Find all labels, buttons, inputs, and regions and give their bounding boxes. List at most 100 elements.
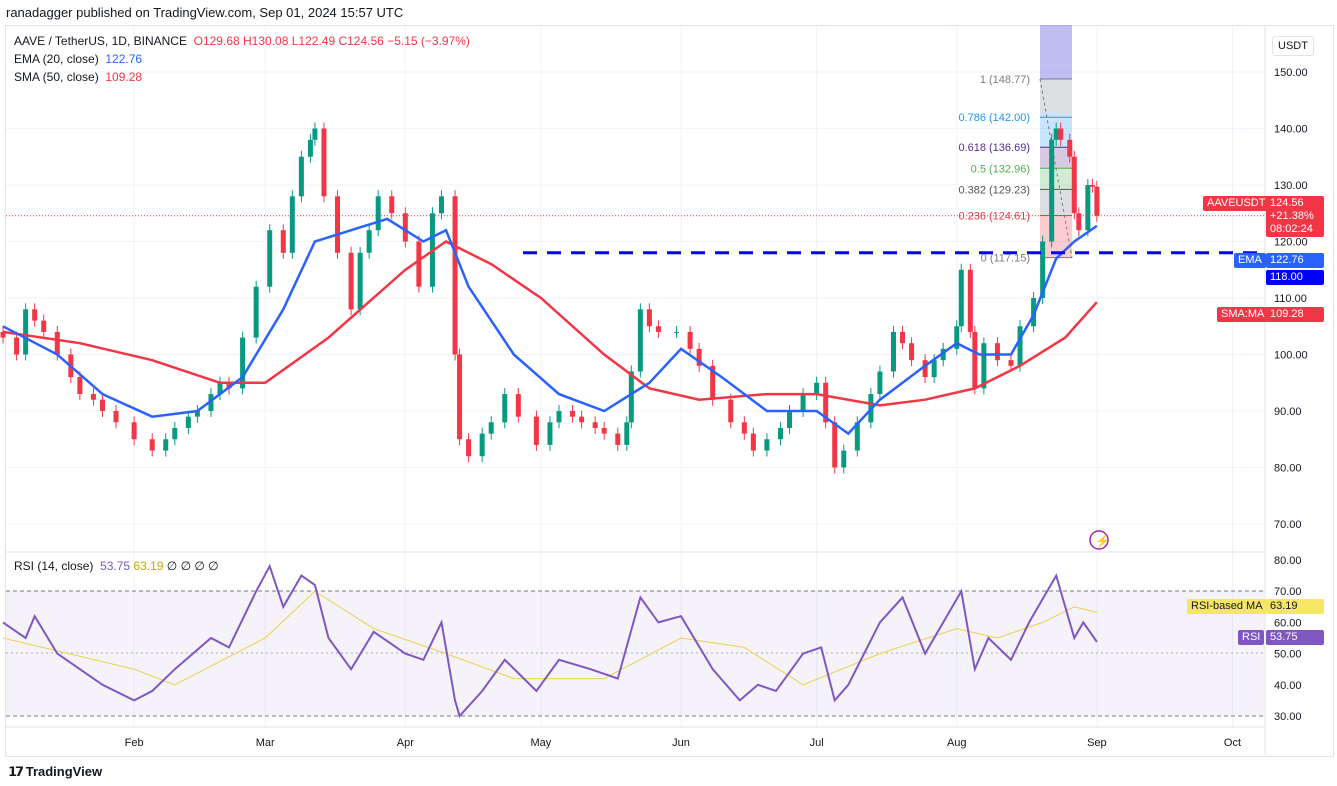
price-tick: 110.00 xyxy=(1274,293,1307,305)
symbol-title[interactable]: AAVE / TetherUS, 1D, BINANCE xyxy=(14,34,187,48)
candle-body xyxy=(615,433,621,445)
candle-body xyxy=(777,427,783,440)
candle-body xyxy=(289,196,295,253)
candle-body xyxy=(1053,128,1059,140)
candle-body xyxy=(357,252,363,310)
candle-body xyxy=(41,320,47,332)
candle-body xyxy=(321,128,327,197)
candle-body xyxy=(1049,139,1055,242)
candle-body xyxy=(854,422,860,451)
watermark-text: TradingView xyxy=(25,764,103,779)
candle-body xyxy=(967,269,973,332)
rsi-ma-line xyxy=(2,590,1098,686)
candle-body xyxy=(99,399,105,411)
candle-body xyxy=(687,331,693,349)
ema-tag-value: 122.76 xyxy=(1266,253,1324,268)
candle-body xyxy=(348,252,354,310)
rsi-tick: 80.00 xyxy=(1274,555,1302,567)
candle-body xyxy=(570,411,576,417)
high-value: H130.08 xyxy=(243,34,289,48)
support-tag-value: 118.00 xyxy=(1266,270,1324,285)
rsi-ma-tag: RSI-based MA xyxy=(1187,599,1267,614)
ema-label[interactable]: EMA (20, close) xyxy=(14,52,99,66)
candle-body xyxy=(335,196,341,253)
price-tick: 80.00 xyxy=(1274,463,1302,475)
ema-tag: EMA xyxy=(1234,253,1266,268)
close-value: C124.56 xyxy=(338,34,384,48)
candle-body xyxy=(194,411,200,417)
time-tick: Jun xyxy=(672,737,690,749)
candle-body xyxy=(438,196,444,214)
candle-body xyxy=(1017,326,1023,366)
candle-body xyxy=(579,416,585,423)
candle-body xyxy=(54,331,60,355)
candle-body xyxy=(488,422,494,434)
candle-body xyxy=(646,309,652,327)
ema-value: 122.76 xyxy=(105,52,143,66)
tradingview-logo[interactable]: 𝟭𝟳 TradingView xyxy=(8,764,103,779)
candle-body xyxy=(1067,139,1073,157)
rsi-label[interactable]: RSI (14, close) xyxy=(14,559,94,573)
sma-value: 109.28 xyxy=(105,70,143,84)
candle-body xyxy=(0,331,6,338)
time-tick: May xyxy=(531,737,552,749)
candle-body xyxy=(149,439,155,451)
price-tick: 140.00 xyxy=(1274,124,1308,136)
candle-body xyxy=(787,411,793,428)
fib-level-label: 0.236 (124.61) xyxy=(958,210,1030,222)
candle-body xyxy=(814,382,820,395)
candle-body xyxy=(366,230,372,253)
candle-body xyxy=(1040,241,1046,298)
fib-retracement xyxy=(1039,25,1073,259)
fib-trend-line xyxy=(1039,78,1073,258)
rsi-extra: ∅ ∅ ∅ ∅ xyxy=(166,559,219,573)
candle-body xyxy=(624,422,630,445)
candle-body xyxy=(298,156,304,197)
candle-body xyxy=(841,450,847,468)
candle-body xyxy=(710,365,716,400)
candle-body xyxy=(32,309,38,321)
rsi-legend: RSI (14, close) 53.75 63.19 ∅ ∅ ∅ ∅ xyxy=(14,559,219,573)
candle-body xyxy=(750,433,756,451)
rsi-tag-value: 53.75 xyxy=(1266,630,1324,645)
price-tick: 130.00 xyxy=(1274,180,1308,192)
candle-body xyxy=(764,439,770,451)
candle-body xyxy=(900,331,906,344)
sma-label[interactable]: SMA (50, close) xyxy=(14,70,99,84)
events-icon xyxy=(1089,530,1109,550)
price-tick: 120.00 xyxy=(1274,237,1308,249)
candle-body xyxy=(877,371,883,395)
sma-line xyxy=(2,240,1098,407)
candle-body xyxy=(1094,186,1100,216)
candle-body xyxy=(981,343,987,389)
fib-zone xyxy=(1040,78,1072,118)
candle-body xyxy=(533,416,539,445)
fib-zone xyxy=(1040,189,1072,216)
candle-body xyxy=(890,331,896,372)
candle-body xyxy=(1089,185,1095,187)
candle-body xyxy=(1085,185,1091,231)
rsi-ma-value: 63.19 xyxy=(133,559,164,573)
rsi-line xyxy=(2,563,1098,718)
candle-body xyxy=(958,269,964,327)
sma-tag-value: 109.28 xyxy=(1266,307,1324,322)
candle-body xyxy=(307,139,313,157)
candle-body xyxy=(185,416,191,428)
candle-body xyxy=(823,382,829,423)
currency-button[interactable]: USDT xyxy=(1272,36,1314,56)
fib-zone xyxy=(1040,215,1072,258)
candle-body xyxy=(457,354,463,440)
time-tick: Apr xyxy=(397,737,414,749)
candle-body xyxy=(113,411,119,423)
candle-body xyxy=(741,422,747,434)
chart-frame xyxy=(5,25,1334,757)
candle-body xyxy=(131,422,137,440)
price-tag-pct: +21.38% xyxy=(1270,210,1314,222)
candle-body xyxy=(556,411,562,423)
candle-body xyxy=(601,427,607,434)
rsi-value: 53.75 xyxy=(100,559,131,573)
rsi-tick: 60.00 xyxy=(1274,617,1302,629)
candle-body xyxy=(90,394,96,400)
price-tag: 124.56 +21.38% 08:02:24 xyxy=(1266,196,1324,237)
